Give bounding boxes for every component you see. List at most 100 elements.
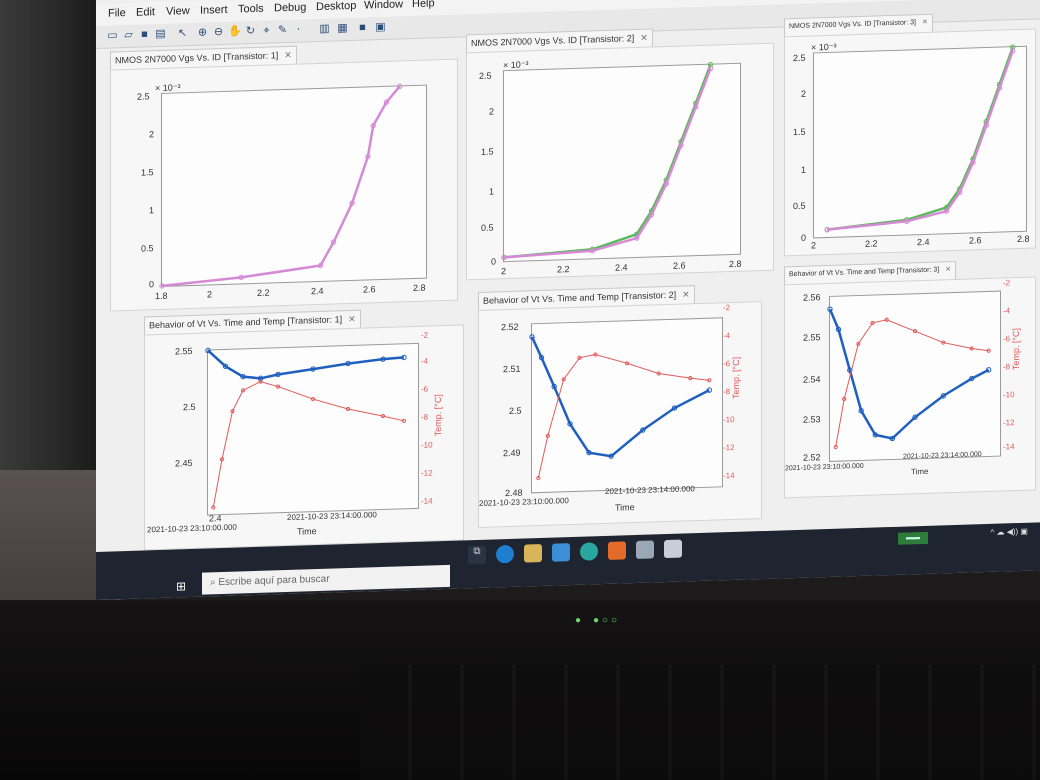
menu-insert[interactable]: Insert bbox=[200, 3, 228, 17]
data-point bbox=[858, 408, 864, 414]
x-tick: 2021-10-23 23:10:00.000 bbox=[147, 522, 237, 535]
figure-3-vt-panel: 2.56 2.55 2.54 2.53 2.52 -2 -4 -6 -8 -10… bbox=[784, 276, 1036, 499]
data-point bbox=[310, 397, 316, 402]
data-point bbox=[538, 354, 545, 361]
y-tick: 1.5 bbox=[793, 126, 806, 138]
y2-tick: -4 bbox=[421, 356, 429, 366]
data-point bbox=[577, 355, 582, 360]
data-point bbox=[330, 239, 337, 245]
save-icon[interactable]: ■ bbox=[141, 28, 148, 41]
data-point bbox=[401, 418, 407, 423]
series-line-1 bbox=[212, 381, 405, 508]
taskbar-search-input[interactable]: ⌕ Escribe aquí para buscar bbox=[202, 564, 450, 595]
menu-file[interactable]: File bbox=[108, 7, 126, 20]
store-icon[interactable] bbox=[552, 543, 570, 562]
data-point bbox=[634, 235, 640, 241]
data-point bbox=[365, 153, 371, 160]
link-icon[interactable]: ⋅ bbox=[296, 23, 301, 36]
close-icon[interactable]: ✕ bbox=[640, 32, 648, 43]
vt-axes-1 bbox=[205, 342, 419, 516]
y-tick: 1.5 bbox=[141, 167, 154, 178]
network-app-icon[interactable] bbox=[664, 539, 682, 559]
data-point bbox=[968, 375, 975, 382]
data-point bbox=[707, 61, 714, 68]
data-point bbox=[624, 361, 630, 366]
data-point bbox=[904, 218, 910, 224]
y2-axis-label: Temp. [°C] bbox=[433, 394, 444, 437]
close-icon[interactable]: ✕ bbox=[348, 313, 356, 325]
app-icon[interactable] bbox=[636, 540, 654, 560]
edge-browser-icon[interactable] bbox=[496, 544, 514, 564]
hide-plot-tools-icon[interactable]: ■ bbox=[359, 21, 366, 34]
y2-tick: -12 bbox=[723, 442, 735, 453]
y-tick: 2.55 bbox=[803, 332, 821, 343]
y2-tick: -2 bbox=[1003, 278, 1011, 288]
plot-svg bbox=[205, 347, 407, 510]
insert-colorbar-icon[interactable]: ▥ bbox=[319, 22, 330, 35]
y2-tick: -10 bbox=[723, 414, 735, 425]
close-icon[interactable]: ✕ bbox=[284, 49, 292, 61]
menu-desktop[interactable]: Desktop bbox=[316, 0, 357, 14]
tray-app-badge[interactable]: ▬▬ bbox=[898, 531, 928, 545]
zoom-in-icon[interactable]: ⊕ bbox=[197, 26, 208, 39]
file-explorer-icon[interactable] bbox=[524, 543, 542, 563]
show-plot-tools-icon[interactable]: ▣ bbox=[375, 20, 386, 34]
system-tray[interactable]: ^ ☁ ◀)) ▣ bbox=[990, 526, 1028, 537]
x-tick: 2.6 bbox=[673, 260, 686, 271]
plot-svg bbox=[159, 83, 403, 289]
close-icon[interactable]: ✕ bbox=[921, 18, 928, 27]
y2-axis-label: Temp. [°C] bbox=[1011, 327, 1022, 371]
y2-tick: -4 bbox=[1003, 306, 1011, 316]
data-point bbox=[870, 320, 875, 326]
open-icon[interactable]: ▱ bbox=[124, 28, 133, 42]
insert-legend-icon[interactable]: ▦ bbox=[337, 22, 348, 35]
data-point bbox=[380, 356, 386, 362]
data-point bbox=[219, 457, 225, 462]
figure-2-vt-panel: 2.52 2.51 2.5 2.49 2.48 -2 -4 -6 -8 -10 … bbox=[478, 301, 762, 528]
zoom-out-icon[interactable]: ⊖ bbox=[213, 26, 224, 39]
series-line-0 bbox=[161, 85, 401, 288]
y-tick: 2 bbox=[801, 88, 807, 99]
pan-icon[interactable]: ✋ bbox=[228, 25, 242, 38]
windows-start-icon[interactable]: ⊞ bbox=[176, 579, 187, 594]
task-view-icon[interactable]: ⧉ bbox=[468, 545, 486, 565]
menu-view[interactable]: View bbox=[166, 5, 190, 18]
new-figure-icon[interactable]: ▭ bbox=[107, 29, 118, 42]
y2-tick: -12 bbox=[1003, 418, 1015, 428]
series-line-0 bbox=[827, 46, 1014, 231]
y-tick: 2.54 bbox=[803, 374, 821, 385]
y2-tick: -6 bbox=[1003, 334, 1011, 344]
brush-icon[interactable]: ✎ bbox=[277, 23, 288, 37]
close-icon[interactable]: ✕ bbox=[945, 266, 952, 274]
vt-axes-2 bbox=[529, 317, 723, 494]
menu-edit[interactable]: Edit bbox=[136, 6, 155, 19]
data-point bbox=[545, 433, 550, 438]
rotate-icon[interactable]: ↻ bbox=[245, 24, 256, 38]
y-tick: 0.5 bbox=[141, 243, 154, 254]
pointer-icon[interactable]: ↖ bbox=[177, 27, 188, 40]
x-tick: 2.8 bbox=[413, 282, 426, 294]
print-icon[interactable]: ▤ bbox=[155, 27, 166, 41]
data-point bbox=[872, 432, 879, 438]
menu-help[interactable]: Help bbox=[412, 0, 435, 11]
data-point bbox=[833, 444, 838, 450]
x-tick: 2021-10-23 23:14:00.000 bbox=[903, 451, 982, 461]
tab-label: NMOS 2N7000 Vgs Vs. ID [Transistor: 2] bbox=[471, 33, 635, 49]
data-point bbox=[985, 367, 992, 373]
x-tick: 1.8 bbox=[155, 290, 168, 302]
matlab-icon[interactable] bbox=[608, 541, 626, 560]
plot-svg bbox=[501, 61, 714, 261]
plot-svg bbox=[824, 44, 1016, 233]
data-point bbox=[970, 159, 976, 166]
y2-tick: -4 bbox=[723, 331, 731, 341]
menu-window[interactable]: Window bbox=[364, 0, 404, 12]
figure-1-iv-panel: × 10⁻³ 2.5 2 1.5 1 0.5 0 1.8 2 2.2 2.4 2… bbox=[110, 58, 458, 312]
arduino-icon[interactable] bbox=[580, 542, 598, 561]
menu-debug[interactable]: Debug bbox=[274, 1, 307, 15]
data-cursor-icon[interactable]: ⌖ bbox=[263, 24, 270, 37]
data-point bbox=[889, 435, 896, 442]
x-tick: 2.4 bbox=[311, 285, 324, 297]
tab-label: Behavior of Vt Vs. Time and Temp [Transi… bbox=[483, 289, 677, 306]
menu-tools[interactable]: Tools bbox=[238, 2, 264, 16]
close-icon[interactable]: ✕ bbox=[682, 289, 690, 300]
